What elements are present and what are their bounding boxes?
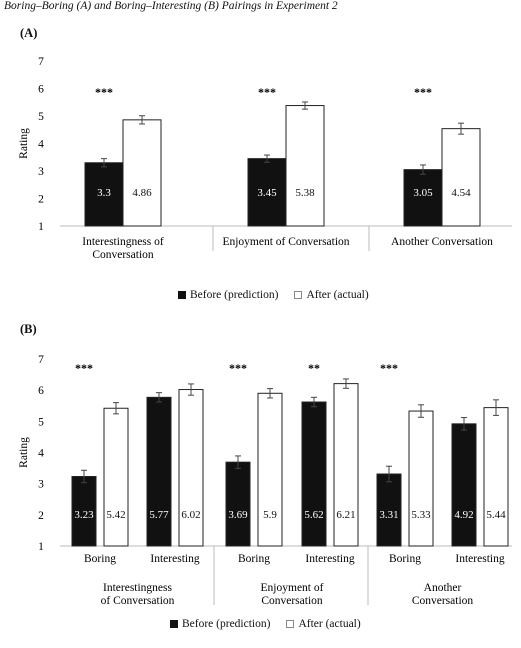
significance-marker: **	[308, 361, 320, 375]
data-label: 3.23	[74, 509, 94, 521]
data-label: 5.38	[295, 187, 315, 199]
figure-caption: Boring–Boring (A) and Boring–Interesting…	[4, 0, 338, 12]
legend-panel-a: Before (prediction) After (actual)	[178, 289, 369, 301]
legend-label-after: After (actual)	[306, 289, 369, 301]
data-label: 3.05	[413, 187, 433, 199]
bar-before	[451, 423, 477, 547]
x-group-label: Another Conversation	[391, 236, 493, 248]
data-label: 5.62	[304, 509, 323, 521]
significance-marker: ***	[258, 85, 276, 99]
y-tick-label: 2	[38, 510, 44, 522]
y-tick-label: 5	[38, 416, 44, 428]
y-tick-label: 1	[38, 541, 44, 553]
x-sublabel: Interesting	[455, 553, 504, 565]
data-label: 5.9	[263, 509, 277, 521]
y-axis-label: Rating	[18, 437, 30, 468]
data-label: 4.54	[451, 187, 471, 199]
significance-marker: ***	[229, 361, 247, 375]
y-tick-label: 4	[38, 448, 44, 460]
legend-label-after: After (actual)	[298, 618, 361, 630]
data-label: 5.33	[411, 509, 431, 521]
significance-marker: ***	[380, 361, 398, 375]
legend-swatch-before	[178, 291, 186, 299]
bar-after	[441, 128, 481, 227]
significance-marker: ***	[95, 85, 113, 99]
y-tick-label: 3	[38, 479, 44, 491]
panel-label-b: (B)	[20, 322, 37, 336]
bar-after	[285, 105, 325, 227]
x-sublabel: Interesting	[305, 553, 354, 565]
bar-after	[178, 389, 204, 547]
data-label: 5.42	[106, 509, 125, 521]
data-label: 4.92	[454, 509, 473, 521]
y-tick-label: 4	[38, 139, 44, 151]
data-label: 4.86	[132, 187, 152, 199]
legend-swatch-before	[170, 620, 178, 628]
x-sublabel: Boring	[238, 553, 270, 565]
significance-marker: ***	[75, 361, 93, 375]
data-label: 5.77	[149, 509, 169, 521]
y-axis-label: Rating	[18, 128, 30, 159]
bar-after	[483, 407, 509, 547]
legend-swatch-after	[286, 620, 295, 628]
x-group-label: Conversation	[92, 249, 154, 261]
panel-label-a: (A)	[20, 26, 38, 40]
bar-after	[333, 383, 359, 547]
y-tick-label: 3	[38, 166, 44, 178]
bar-before	[376, 473, 402, 547]
x-sublabel: Interesting	[150, 553, 199, 565]
bar-before	[146, 396, 172, 547]
x-group-label: Conversation	[412, 595, 474, 607]
x-group-label: Enjoyment of Conversation	[222, 236, 349, 248]
chart-panel-b: 1 2 3 4 5 6 7 Rating 3.23 5.42 *** Boring 5.77 6.02 In…	[18, 354, 512, 607]
legend-swatch-after	[294, 291, 303, 299]
x-sublabel: Boring	[389, 553, 421, 565]
data-label: 6.02	[181, 509, 200, 521]
bar-before	[225, 461, 251, 547]
bar-after	[257, 392, 283, 547]
x-group-label: Interestingness	[103, 582, 173, 594]
data-label: 3.69	[228, 509, 248, 521]
bar-after	[408, 410, 434, 547]
x-group-label: of Conversation	[101, 595, 175, 607]
y-tick-label: 7	[38, 354, 44, 366]
bar-before	[403, 169, 443, 227]
bar-before	[247, 158, 287, 227]
legend-panel-b: Before (prediction) After (actual)	[170, 618, 361, 630]
bar-after	[122, 119, 162, 227]
data-label: 3.3	[97, 187, 111, 199]
data-label: 5.44	[486, 509, 506, 521]
bar-after	[103, 407, 129, 547]
x-group-label: Enjoyment of	[261, 582, 324, 594]
data-label: 3.31	[379, 509, 398, 521]
x-group-label: Another	[424, 582, 462, 594]
y-tick-label: 5	[38, 111, 44, 123]
x-sublabel: Boring	[84, 553, 116, 565]
legend-label-before: Before (prediction)	[190, 289, 279, 301]
chart-panel-a: 1 2 3 4 5 6 7 Rating 3.3 4.86 *** Interestingness o…	[18, 56, 512, 261]
y-tick-label: 1	[38, 221, 44, 233]
x-group-label: Conversation	[261, 595, 323, 607]
y-tick-label: 7	[38, 56, 44, 68]
y-tick-label: 6	[38, 385, 44, 397]
bar-before	[301, 401, 327, 547]
data-label: 3.45	[257, 187, 277, 199]
x-group-label: Interestingness of	[82, 236, 164, 248]
data-label: 6.21	[336, 509, 355, 521]
legend-label-before: Before (prediction)	[182, 618, 271, 630]
significance-marker: ***	[414, 85, 432, 99]
y-tick-label: 6	[38, 84, 44, 96]
y-tick-label: 2	[38, 194, 44, 206]
